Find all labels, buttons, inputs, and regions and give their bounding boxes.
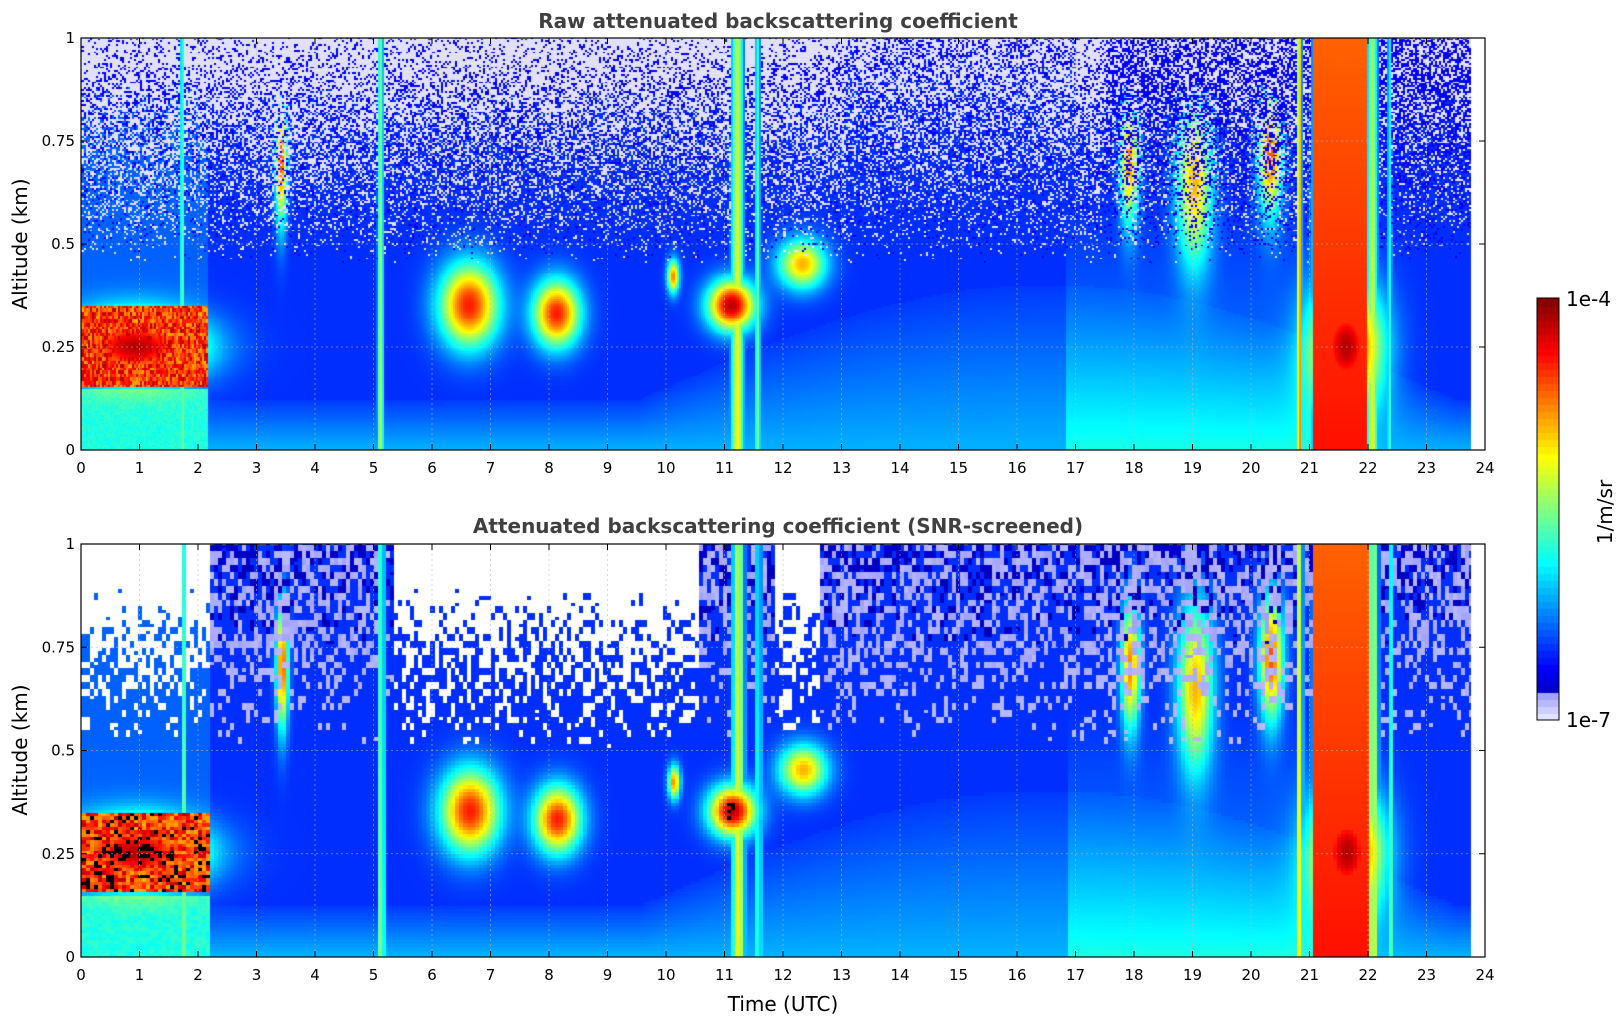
x-tick-label: 1	[135, 459, 145, 477]
x-tick-label: 17	[1066, 966, 1085, 984]
x-tick-label: 19	[1183, 966, 1202, 984]
panel-screened-y-ticks: 0 0.25 0.5 0.75 1	[42, 535, 1485, 966]
y-tick-label: 0.5	[51, 235, 75, 253]
x-tick-label: 12	[773, 459, 792, 477]
x-tick-label: 10	[656, 966, 675, 984]
x-tick-label: 13	[832, 966, 851, 984]
x-tick-label: 14	[890, 966, 909, 984]
x-tick-label: 19	[1183, 459, 1202, 477]
x-tick-label: 0	[76, 966, 86, 984]
y-tick-label: 0.75	[42, 638, 75, 656]
x-tick-label: 16	[1007, 966, 1026, 984]
x-tick-label: 18	[1124, 966, 1143, 984]
x-tick-label: 7	[486, 966, 496, 984]
x-tick-label: 2	[193, 459, 203, 477]
x-tick-label: 23	[1417, 966, 1436, 984]
x-tick-label: 1	[135, 966, 145, 984]
panel-raw-title: Raw attenuated backscattering coefficien…	[538, 9, 1018, 33]
y-tick-label: 0	[65, 441, 75, 459]
x-tick-label: 20	[1241, 966, 1260, 984]
panel-screened-ylabel: Altitude (km)	[8, 684, 32, 815]
y-tick-label: 1	[65, 29, 75, 47]
x-tick-label: 2	[193, 966, 203, 984]
x-tick-label: 16	[1007, 459, 1026, 477]
x-tick-label: 11	[715, 966, 734, 984]
colorbar-gradient-wrap	[1537, 298, 1559, 720]
x-tick-label: 4	[310, 459, 320, 477]
x-tick-label: 8	[544, 966, 554, 984]
colorbar-min-label: 1e-7	[1566, 708, 1611, 732]
y-tick-label: 0.75	[42, 132, 75, 150]
x-tick-label: 21	[1300, 459, 1319, 477]
panel-screened: Attenuated backscattering coefficient (S…	[8, 514, 1495, 1016]
x-tick-label: 22	[1358, 966, 1377, 984]
x-tick-label: 20	[1241, 459, 1260, 477]
x-tick-label: 18	[1124, 459, 1143, 477]
panel-screened-x-ticks: 0 1 2 3 4 5 6 7 8 9 10 11 12 13 14 15 16 17 18 19 20 21 22 23 24	[76, 544, 1495, 984]
colorbar-frame	[1536, 297, 1560, 721]
panel-raw-ylabel: Altitude (km)	[8, 178, 32, 309]
x-tick-label: 21	[1300, 966, 1319, 984]
x-tick-label: 24	[1475, 459, 1494, 477]
panel-screened-grid	[81, 544, 1485, 957]
x-tick-label: 24	[1475, 966, 1494, 984]
x-tick-label: 3	[252, 459, 262, 477]
y-tick-label: 0.5	[51, 742, 75, 760]
panel-raw-grid	[81, 38, 1485, 450]
x-tick-label: 6	[427, 966, 437, 984]
y-tick-label: 0.25	[42, 338, 75, 356]
panel-raw: Raw attenuated backscattering coefficien…	[8, 9, 1495, 477]
x-tick-label: 3	[252, 966, 262, 984]
colorbar-gradient	[1537, 298, 1559, 720]
x-tick-label: 11	[715, 459, 734, 477]
colorbar-max-label: 1e-4	[1566, 287, 1611, 311]
x-tick-label: 8	[544, 459, 554, 477]
x-tick-label: 0	[76, 459, 86, 477]
panel-screened-title: Attenuated backscattering coefficient (S…	[473, 514, 1083, 538]
x-tick-label: 10	[656, 459, 675, 477]
x-tick-label: 4	[310, 966, 320, 984]
panel-raw-y-ticks: 0 0.25 0.5 0.75 1	[42, 29, 1485, 459]
x-tick-label: 15	[949, 966, 968, 984]
y-tick-label: 0.25	[42, 845, 75, 863]
y-tick-label: 1	[65, 535, 75, 553]
x-tick-label: 7	[486, 459, 496, 477]
x-tick-label: 9	[603, 966, 613, 984]
panel-raw-x-ticks: 0 1 2 3 4 5 6 7 8 9 10 11 12 13 14 15 16 17 18 19 20 21 22 23 24	[76, 38, 1495, 477]
x-tick-label: 22	[1358, 459, 1377, 477]
y-tick-label: 0	[65, 948, 75, 966]
x-tick-label: 5	[369, 459, 379, 477]
colorbar-unit-label: 1/m/sr	[1593, 479, 1617, 544]
x-tick-label: 6	[427, 459, 437, 477]
colorbar: 1e-4 1e-7 1/m/sr	[1536, 287, 1617, 732]
x-tick-label: 5	[369, 966, 379, 984]
x-tick-label: 15	[949, 459, 968, 477]
x-tick-label: 13	[832, 459, 851, 477]
x-tick-label: 14	[890, 459, 909, 477]
x-tick-label: 9	[603, 459, 613, 477]
panel-screened-xlabel: Time (UTC)	[727, 992, 839, 1016]
x-tick-label: 17	[1066, 459, 1085, 477]
x-tick-label: 12	[773, 966, 792, 984]
x-tick-label: 23	[1417, 459, 1436, 477]
